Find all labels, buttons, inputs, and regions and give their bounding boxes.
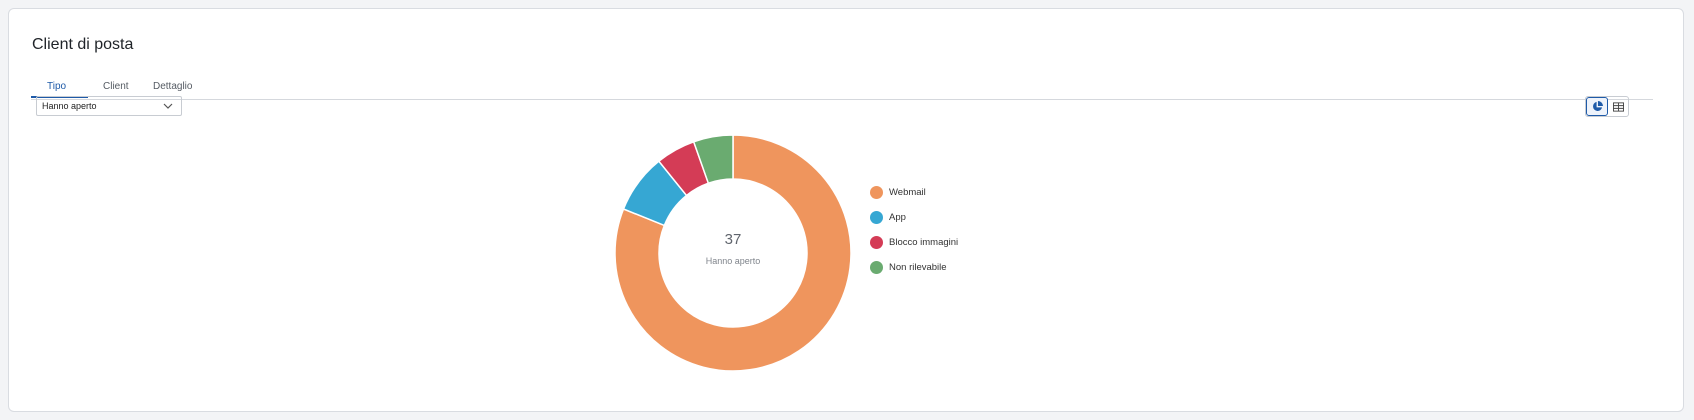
tab-dettaglio[interactable]: Dettaglio [153, 81, 193, 92]
mail-client-card: Client di posta Tipo Client Dettaglio [8, 8, 1684, 412]
legend-swatch [870, 261, 883, 274]
donut-center-label: Hanno aperto [705, 256, 761, 266]
donut-center-value: 37 [724, 231, 742, 248]
filter-select-value: Hanno aperto [42, 101, 97, 111]
legend-item-webmail[interactable]: Webmail [870, 180, 958, 205]
legend-label: Webmail [889, 187, 926, 198]
legend-swatch [870, 211, 883, 224]
legend-label: App [889, 212, 906, 223]
legend-label: Blocco immagini [889, 237, 959, 248]
card-title: Client di posta [32, 36, 134, 53]
legend-swatch [870, 186, 883, 199]
legend-item-app[interactable]: App [870, 205, 958, 230]
legend-swatch [870, 236, 883, 249]
legend-item-non-rilevabile[interactable]: Non rilevabile [870, 255, 958, 280]
table-view-button[interactable] [1608, 97, 1628, 116]
view-toggle [1585, 96, 1629, 117]
legend-label: Non rilevabile [889, 262, 947, 273]
table-icon [1612, 101, 1624, 112]
legend-item-blocco-immagini[interactable]: Blocco immagini [870, 230, 958, 255]
chart-view-button[interactable] [1586, 97, 1608, 116]
filter-select[interactable]: Hanno aperto [36, 96, 182, 116]
tab-bar: Tipo Client Dettaglio [31, 73, 1653, 100]
pie-chart-icon [1592, 101, 1603, 111]
chart-legend: Webmail App Blocco immagini Non rilevabi… [870, 180, 958, 280]
tab-client[interactable]: Client [103, 81, 129, 92]
active-tab-indicator [31, 96, 88, 98]
chevron-down-icon [163, 103, 173, 109]
tab-tipo[interactable]: Tipo [47, 81, 67, 92]
